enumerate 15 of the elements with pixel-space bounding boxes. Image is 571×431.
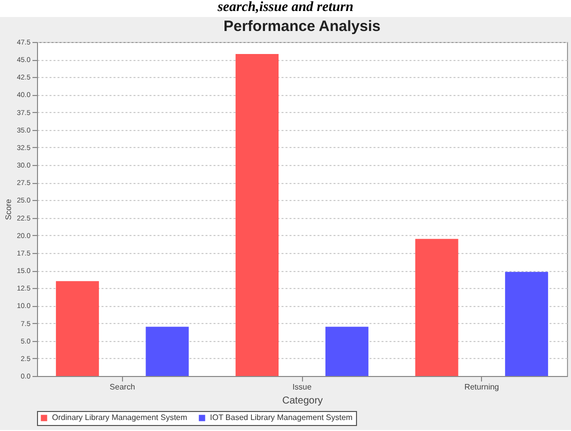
bar — [325, 326, 368, 376]
bar — [236, 54, 279, 376]
chart-title: Performance Analysis — [223, 18, 381, 35]
x-tick-label: Issue — [292, 382, 312, 392]
x-tick-label: Returning — [464, 382, 500, 392]
x-tick-label: Search — [110, 382, 136, 392]
bar — [56, 281, 99, 376]
y-axis-title: Score — [4, 198, 13, 220]
text: search,issue and return — [216, 0, 354, 16]
bar — [146, 326, 189, 376]
x-axis-title: Category — [282, 396, 323, 406]
bar — [415, 238, 458, 376]
bar — [505, 272, 548, 376]
legend-label: Ordinary Library Management System — [52, 413, 188, 422]
legend-label: IOT Based Library Management System — [210, 413, 353, 422]
